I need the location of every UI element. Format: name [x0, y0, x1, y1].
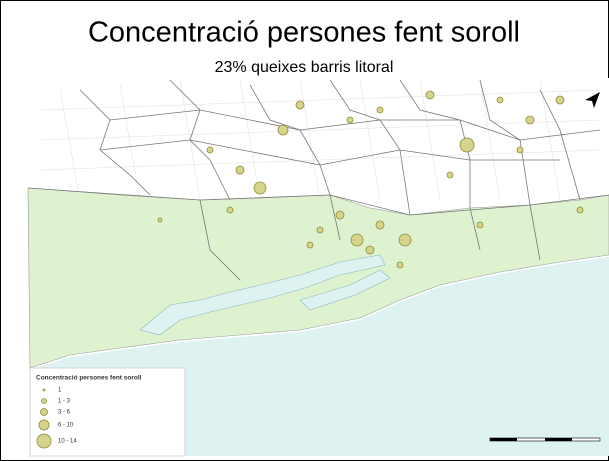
subtitle: 23% queixes barris litoral [215, 59, 394, 76]
legend-label: 1 [58, 388, 62, 394]
legend-label: 6 - 10 [58, 423, 74, 429]
district-boundaries [27, 79, 609, 281]
incident-points [157, 90, 584, 269]
north-arrow [585, 92, 600, 108]
legend-symbol [42, 388, 46, 392]
legend-symbol [36, 433, 52, 449]
legend-box [29, 367, 186, 457]
port [139, 254, 386, 336]
scale-bar [489, 437, 601, 442]
legend-label: 10 - 14 [58, 439, 77, 445]
legend-symbol [38, 419, 50, 431]
port-basin [299, 269, 391, 311]
legend-title: Concentració persones fent soroll [36, 375, 142, 382]
legend-label: 3 - 6 [58, 410, 71, 416]
title: Concentració persones fent soroll [88, 17, 520, 49]
legend-symbol [41, 398, 47, 404]
legend-symbol [40, 408, 48, 416]
legend-label: 1 - 3 [58, 399, 71, 405]
legend: Concentració persones fent soroll 1 1 - 3… [29, 367, 186, 457]
